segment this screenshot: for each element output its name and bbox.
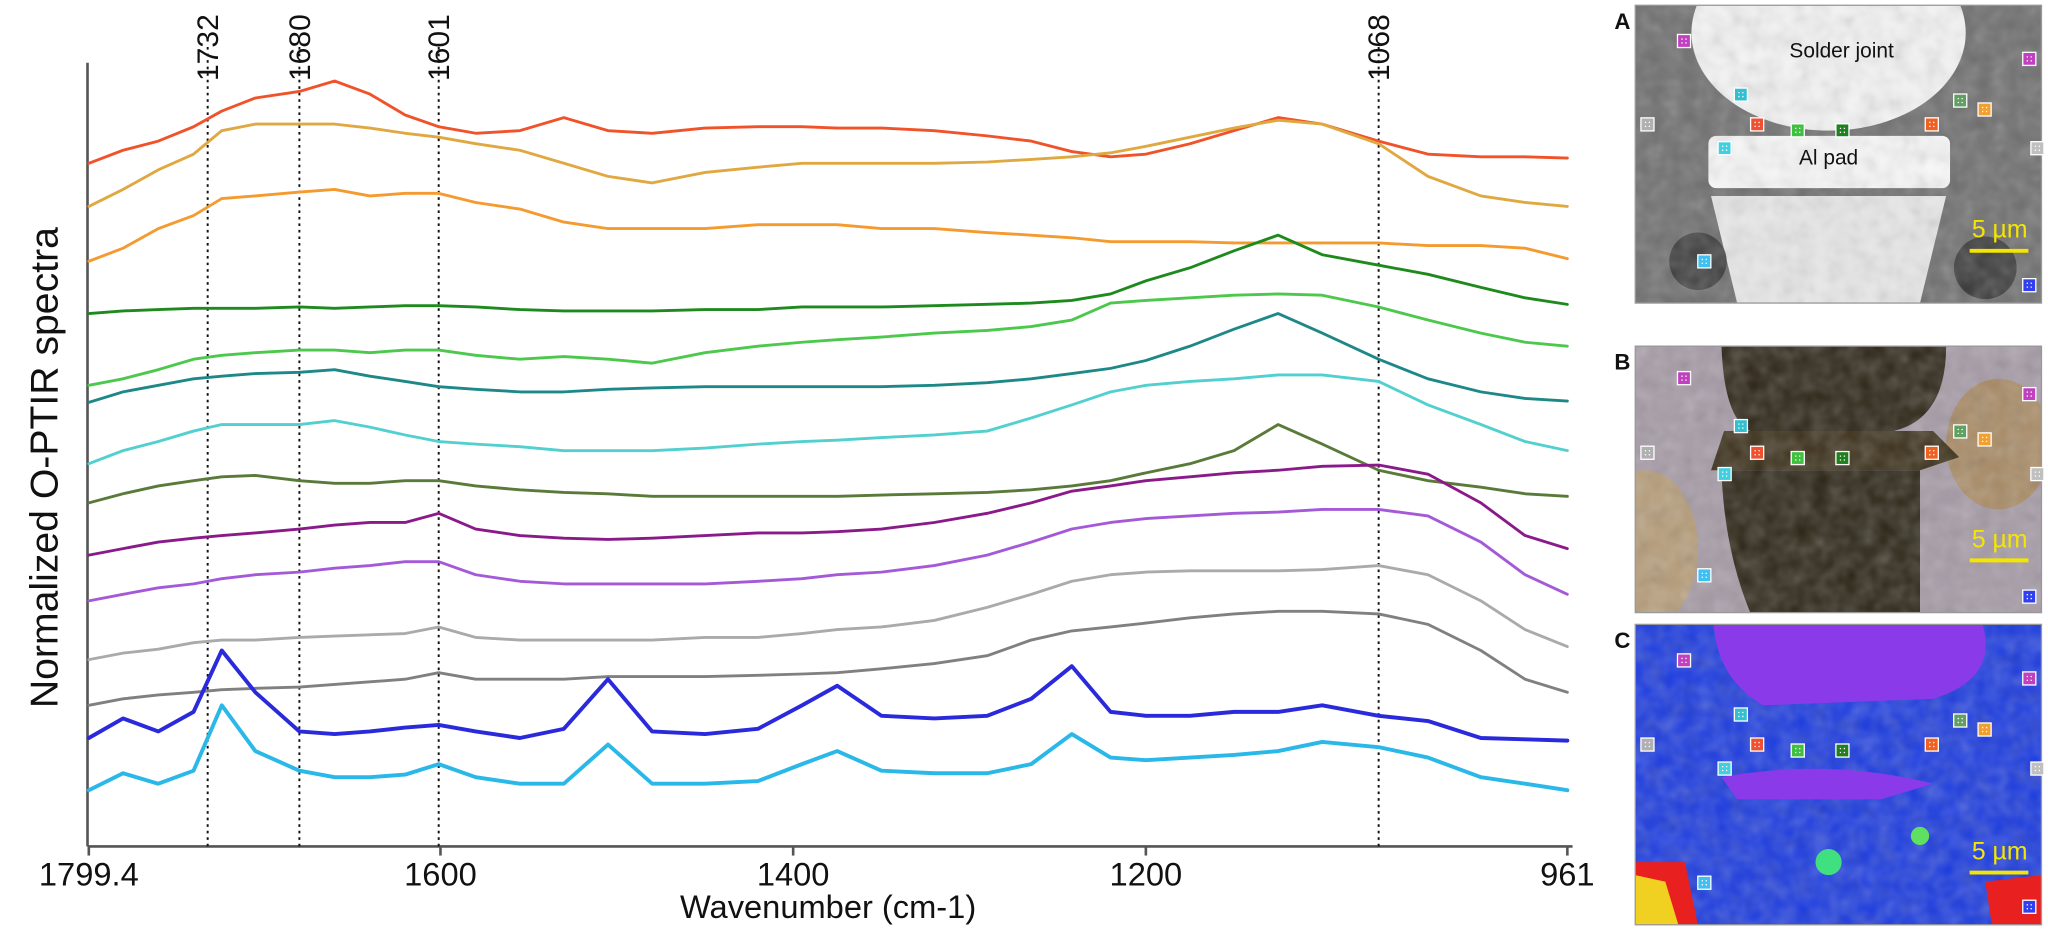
probe-marker [1733, 418, 1749, 434]
spectrum-line [87, 564, 1569, 662]
probe-marker [1953, 713, 1968, 728]
probe-marker [2022, 899, 2037, 914]
probe-marker-dots [1738, 91, 1744, 98]
probe-marker [1835, 743, 1850, 758]
spectrum-line [87, 507, 1569, 603]
probe-marker [1977, 102, 1992, 117]
panel-annotation: Al pad [1799, 147, 1858, 170]
x-tick-label: 1600 [404, 856, 477, 893]
probe-marker [1640, 737, 1655, 752]
reference-label: 1601 [423, 14, 456, 81]
probe-marker-dots [1981, 436, 1988, 443]
probe-marker [1676, 370, 1692, 386]
panel-c-image [1635, 624, 2042, 925]
probe-marker [2030, 466, 2045, 482]
probe-marker [1676, 653, 1692, 668]
probe-marker [1640, 445, 1655, 460]
probe-marker [1697, 568, 1712, 583]
probe-marker [1676, 33, 1692, 49]
probe-marker [1835, 450, 1850, 466]
probe-marker [1924, 445, 1939, 460]
panel-a-image [1635, 5, 2042, 304]
spectrum-line [87, 292, 1569, 387]
probe-marker-dots [1795, 455, 1801, 461]
probe-marker [1977, 722, 1992, 737]
panel-annotation: Solder joint [1789, 40, 1894, 63]
probe-marker [1953, 93, 1968, 108]
probe-marker [1953, 424, 1968, 439]
probe-marker [1717, 466, 1732, 482]
probe-marker-dots [1701, 258, 1707, 264]
scale-bar-label: 5 µm [1972, 217, 2028, 244]
probe-marker-dots [1681, 375, 1687, 381]
probe-marker [1697, 254, 1712, 269]
panel-label: B [1614, 350, 1630, 375]
x-axis-label: Wavenumber (cm-1) [680, 888, 976, 925]
probe-marker-dots [2034, 471, 2041, 477]
probe-marker-dots [1681, 38, 1687, 44]
probe-marker [1977, 432, 1992, 447]
probe-marker [1717, 761, 1732, 776]
spectrum-line [87, 187, 1569, 263]
reference-label: 1068 [1363, 14, 1396, 81]
x-tick-label: 1400 [757, 856, 830, 893]
probe-marker [1733, 87, 1749, 102]
probe-marker-dots [1839, 455, 1846, 461]
probe-marker [1717, 141, 1732, 156]
spectrum-line [87, 423, 1569, 505]
probe-marker [1697, 875, 1712, 890]
reference-label: 1680 [284, 14, 317, 81]
scale-bar-label: 5 µm [1972, 526, 2028, 553]
spectrum-line [87, 233, 1569, 315]
probe-marker [1790, 743, 1805, 758]
panel-b-image [1635, 346, 2042, 613]
x-tick-label: 1200 [1110, 856, 1183, 893]
spectrum-line [87, 79, 1569, 165]
spectrum-line [87, 118, 1569, 208]
y-axis-label: Normalized O-PTIR spectra [23, 227, 66, 708]
spectrum-line [87, 463, 1569, 557]
probe-marker-dots [2034, 765, 2041, 772]
probe-marker [2022, 671, 2037, 686]
probe-marker [2022, 278, 2037, 293]
probe-marker [1835, 123, 1850, 138]
probe-marker-dots [1981, 106, 1988, 113]
probe-marker [1749, 117, 1765, 132]
panel-label: C [1614, 628, 1630, 653]
probe-marker [2022, 51, 2037, 67]
spectrum-line [86, 648, 1570, 743]
probe-marker [1749, 445, 1765, 460]
probe-marker [2030, 141, 2045, 156]
reference-label: 1732 [192, 14, 225, 81]
probe-marker-dots [1644, 450, 1651, 456]
probe-marker-dots [1644, 741, 1651, 748]
spectrum-line [87, 312, 1569, 404]
x-tick-label: 1799.4 [39, 856, 139, 893]
probe-marker [1790, 123, 1805, 138]
spectrum-line [86, 703, 1570, 793]
probe-marker [2022, 589, 2037, 604]
probe-marker [1924, 117, 1939, 132]
probe-marker [1640, 117, 1655, 132]
probe-marker-dots [2034, 145, 2041, 151]
spectrum-line [87, 609, 1569, 707]
probe-marker [1749, 737, 1765, 752]
probe-marker [1924, 737, 1939, 752]
probe-marker-dots [1738, 423, 1744, 429]
probe-marker [2022, 386, 2037, 402]
x-tick-label: 961 [1540, 856, 1594, 893]
probe-marker [2030, 761, 2045, 776]
probe-marker [1733, 707, 1749, 722]
probe-marker [1790, 450, 1805, 466]
spectrum-line [87, 373, 1569, 466]
probe-marker-dots [1644, 121, 1651, 127]
panel-label: A [1614, 9, 1630, 34]
scale-bar-label: 5 µm [1972, 838, 2028, 865]
